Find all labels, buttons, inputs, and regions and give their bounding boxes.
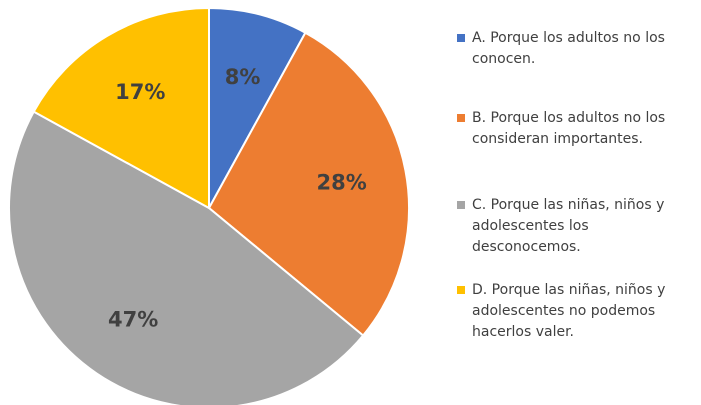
data-label-a: 8%: [225, 65, 261, 89]
pie-data-labels: 8% 28% 47% 17%: [108, 65, 367, 331]
legend-label-a: A. Porque los adultos no los conocen.: [472, 30, 665, 67]
legend-swatch-a: [457, 34, 465, 42]
legend-label-d: D. Porque las niñas, niños y adolescente…: [472, 282, 666, 340]
legend-item-a: A. Porque los adultos no los conocen.: [457, 28, 697, 70]
pie-slice-c: [8, 110, 365, 405]
pie-slices: [8, 6, 410, 405]
pie-slice-b: [207, 31, 410, 337]
legend-item-c: C. Porque las niñas, niños y adolescente…: [457, 195, 697, 258]
legend-swatch-d: [457, 286, 465, 294]
legend-label-c: C. Porque las niñas, niños y adolescente…: [472, 197, 665, 255]
data-label-d: 17%: [115, 80, 165, 104]
data-label-b: 28%: [316, 171, 366, 195]
legend-swatch-b: [457, 114, 465, 122]
legend-item-b: B. Porque los adultos no los consideran …: [457, 108, 697, 150]
legend-item-d: D. Porque las niñas, niños y adolescente…: [457, 280, 697, 343]
pie-slice-d: [32, 6, 210, 210]
legend-label-b: B. Porque los adultos no los consideran …: [472, 110, 666, 147]
pie-chart-plot: 8% 28% 47% 17%: [8, 6, 410, 405]
data-label-c: 47%: [108, 308, 158, 332]
legend-swatch-c: [457, 201, 465, 209]
pie-slice-a: [208, 6, 307, 209]
